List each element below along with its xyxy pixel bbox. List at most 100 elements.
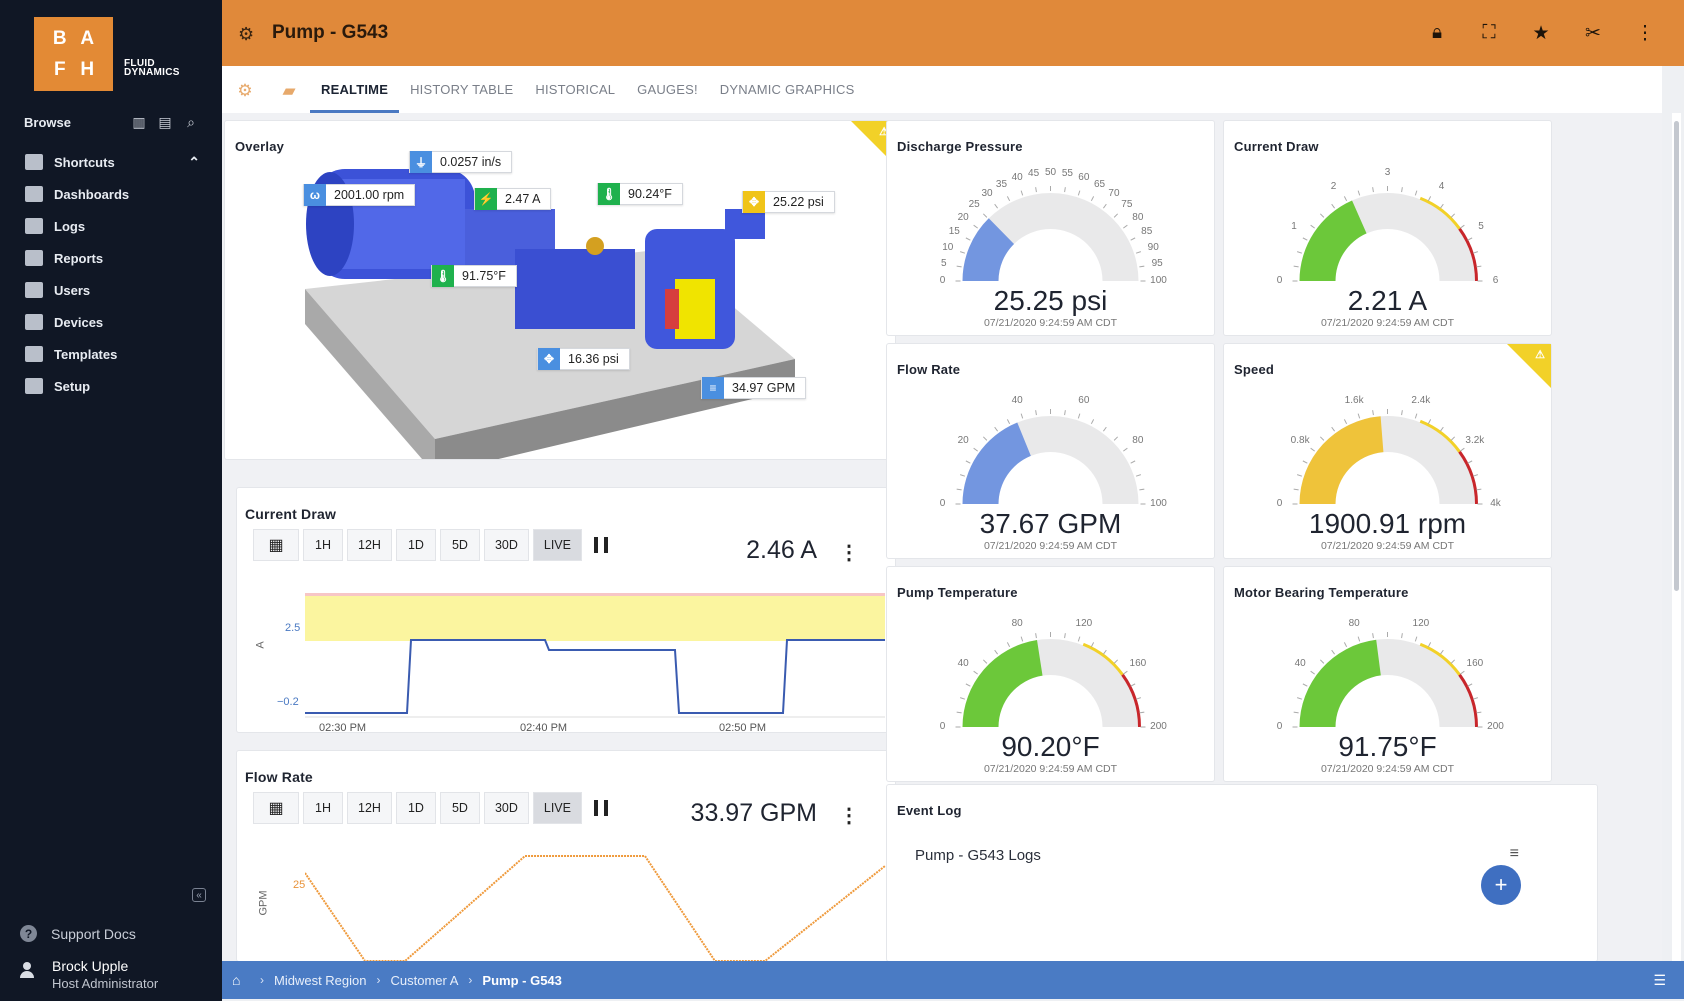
tools-icon[interactable]: ✂ — [1585, 22, 1601, 44]
gauge-tick-label: 2 — [1330, 181, 1337, 193]
gauge-minor-tick — [994, 203, 999, 209]
live-button[interactable]: LIVE — [532, 792, 582, 824]
tab-history-table[interactable]: HISTORY TABLE — [410, 82, 514, 97]
pause-icon[interactable] — [593, 537, 608, 553]
alert-triangle-icon[interactable]: ⚠ — [1507, 344, 1551, 388]
gauge-minor-tick — [1077, 190, 1081, 196]
sidebar-item-shortcuts[interactable]: Shortcuts ⌃ — [0, 146, 222, 178]
range-1h-button[interactable]: 1H — [303, 529, 343, 561]
gauge-tick-label: 40 — [1294, 657, 1306, 669]
sidebar-item-dashboards[interactable]: Dashboards — [0, 178, 222, 210]
vibration-tag[interactable]: ⏚ 0.0257 in/s — [409, 151, 513, 173]
star-icon[interactable]: ★ — [1532, 22, 1550, 44]
fullscreen-icon[interactable]: ⛶ — [1482, 22, 1496, 43]
flow-tag[interactable]: ≡ 34.97 GPM — [701, 377, 807, 399]
gauge-minor-tick — [1460, 670, 1465, 675]
gauge-minor-tick — [1357, 413, 1361, 419]
more-vert-icon[interactable]: ⋮ — [839, 542, 859, 564]
calendar-icon[interactable]: ▦ — [253, 529, 299, 561]
gauge-minor-tick — [1020, 636, 1024, 642]
breadcrumb-midwest-region[interactable]: Midwest Region — [274, 972, 367, 988]
breadcrumb-separator: › — [468, 973, 473, 987]
range-5d-button[interactable]: 5D — [439, 529, 480, 561]
gauge-tick-label: 50 — [1044, 167, 1057, 178]
search-icon[interactable]: ⌕ — [187, 113, 195, 130]
scrollbar-thumb[interactable] — [1674, 121, 1679, 591]
gauge-minor-tick — [1450, 659, 1456, 664]
gauge-value: 1900.91 rpm — [1308, 508, 1467, 539]
collapse-sidebar-icon[interactable]: « — [192, 888, 206, 902]
gauge-minor-tick — [1006, 196, 1011, 202]
tab-historical[interactable]: HISTORICAL — [535, 82, 616, 97]
chat-icon[interactable]: ☰ — [1653, 972, 1666, 988]
x-tick: 02:30 PM — [319, 722, 367, 734]
thermometer-icon: 🌡︎ — [432, 265, 454, 287]
gauge-minor-tick — [1293, 488, 1299, 491]
home-icon[interactable]: ⌂ — [232, 972, 241, 988]
pressure-tag-top[interactable]: ✥ 25.22 psi — [742, 191, 835, 213]
danger-band — [1458, 673, 1478, 728]
map-icon[interactable]: ▤ — [158, 113, 172, 130]
speed-tag[interactable]: ω 2001.00 rpm — [303, 184, 416, 206]
gauge-minor-tick — [1139, 265, 1145, 268]
gauge-tick-label: 70 — [1108, 187, 1120, 199]
more-vert-icon[interactable]: ⋮ — [839, 805, 859, 827]
brand-text: FLUID DYNAMICS — [124, 58, 180, 78]
browse-row: Browse ▥ ▤ ⌕ — [24, 110, 200, 134]
filter-icon[interactable]: ≡ — [1509, 845, 1519, 862]
add-log-button[interactable]: + — [1481, 865, 1521, 905]
current-icon: ⚡ — [475, 188, 497, 210]
range-1d-button[interactable]: 1D — [395, 529, 436, 561]
calendar-icon[interactable]: ▦ — [253, 792, 299, 824]
range-1h-button[interactable]: 1H — [303, 792, 343, 824]
pressure-tag-bottom[interactable]: ✥ 16.36 psi — [537, 348, 630, 370]
pump-tab-icon[interactable]: ⚙ — [237, 80, 253, 100]
current-tag[interactable]: ⚡ 2.47 A — [474, 188, 552, 210]
folder-icon[interactable]: ▰ — [282, 80, 296, 100]
temperature-tag-left[interactable]: 🌡︎ 91.75°F — [431, 265, 517, 287]
temperature-tag-right[interactable]: 🌡︎ 90.24°F — [597, 183, 683, 205]
sidebar-item-logs[interactable]: Logs — [0, 210, 222, 242]
tab-dynamic-graphics[interactable]: DYNAMIC GRAPHICS — [719, 82, 855, 97]
sidebar-item-reports[interactable]: Reports — [0, 242, 222, 274]
tab-gauges[interactable]: GAUGES! — [637, 82, 698, 97]
chevron-up-icon[interactable]: ⌃ — [188, 153, 200, 170]
range-12h-button[interactable]: 12H — [347, 529, 392, 561]
gauge-value: 91.75°F — [1338, 731, 1437, 762]
overlay-title: Overlay — [235, 139, 285, 154]
gauge-minor-tick — [1372, 633, 1374, 639]
gauge-fill — [1299, 200, 1367, 281]
live-button[interactable]: LIVE — [532, 529, 582, 561]
user-profile[interactable]: Brock Upple Host Administrator — [20, 958, 158, 992]
gauge-tick-label: 40 — [1011, 172, 1023, 184]
range-30d-button[interactable]: 30D — [483, 529, 529, 561]
sidebar-item-devices[interactable]: Devices — [0, 306, 222, 338]
brand-logo[interactable]: B A F H — [34, 17, 113, 91]
range-5d-button[interactable]: 5D — [439, 792, 480, 824]
gauge-minor-tick — [1302, 237, 1308, 241]
top-bar: ⚙ Pump - G543 🔒︎ ⛶ ★ ✂ ⋮ — [222, 0, 1684, 66]
sidebar-item-templates[interactable]: Templates — [0, 338, 222, 370]
support-docs-link[interactable]: ? Support Docs — [20, 925, 136, 942]
range-30d-button[interactable]: 30D — [483, 792, 529, 824]
sidebar-item-users[interactable]: Users — [0, 274, 222, 306]
trend-toolbar: ▦ 1H 12H 1D 5D 30D LIVE — [253, 529, 608, 561]
gauge-minor-tick — [1401, 410, 1403, 416]
gauge-minor-tick — [1372, 187, 1374, 193]
gauge-minor-tick — [1035, 633, 1037, 639]
columns-icon[interactable]: ▥ — [132, 113, 146, 130]
gauge-minor-tick — [1476, 711, 1482, 714]
gauge-tick-label: 3 — [1384, 167, 1391, 178]
range-1d-button[interactable]: 1D — [395, 792, 436, 824]
tab-realtime[interactable]: REALTIME — [310, 66, 400, 113]
more-vert-icon[interactable]: ⋮ — [1635, 22, 1655, 44]
sidebar-item-setup[interactable]: Setup — [0, 370, 222, 402]
gauge-tick-label: 100 — [1150, 498, 1167, 509]
breadcrumb-customer-a[interactable]: Customer A — [390, 972, 459, 988]
gauge-minor-tick — [1310, 670, 1315, 675]
range-12h-button[interactable]: 12H — [347, 792, 392, 824]
gauge-tick-label: 120 — [1412, 618, 1430, 630]
scrollbar[interactable] — [1672, 113, 1681, 961]
pause-icon[interactable] — [593, 800, 608, 816]
lock-icon[interactable]: 🔒︎ — [1431, 22, 1443, 43]
